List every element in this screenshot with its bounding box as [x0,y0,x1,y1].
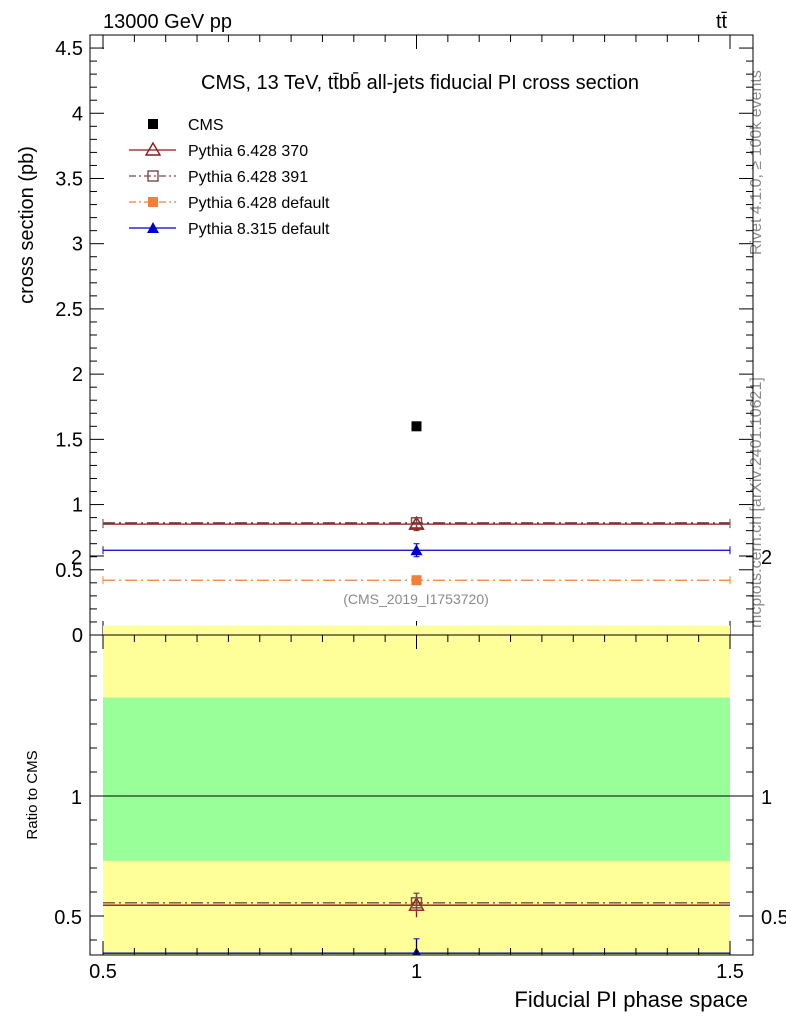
rivet-label: Rivet 4.1.0, ≥ 100k events [748,70,765,255]
main-y-tick-label: 3.5 [55,168,83,190]
main-ylabel: cross section (pb) [16,146,38,304]
main-y-tick-label: 4 [72,103,83,125]
analysis-label: (CMS_2019_I1753720) [343,591,489,607]
main-point-3 [411,575,422,586]
legend-label-1: Pythia 6.428 370 [188,143,308,160]
main-panel: CMS, 13 TeV, tt̄bb̄ all-jets fiducial PI… [16,34,754,647]
main-point-1 [408,515,425,530]
process-label: tt̄ [716,11,728,33]
main-y-tick-label: 1 [72,495,83,517]
main-point-4 [410,544,423,556]
main-y-tick-label: 4.5 [55,38,83,60]
ratio-xlabel: Fiducial PI phase space [514,987,748,1012]
legend-marker-3 [148,197,158,207]
legend-label-4: Pythia 8.315 default [188,221,330,238]
ratio-x-tick-label: 1.5 [716,961,744,983]
ratio-y-tick-label-right: 0.5 [761,907,786,929]
ratio-bands [90,625,753,955]
ratio-y-tick-label: 0.5 [54,907,82,929]
main-y-tick-label: 3 [72,234,83,256]
main-series-markers [408,421,425,586]
main-y-ticks: 0 0.5 1 1.5 2 2.5 3 3.5 4 4.5 [55,34,753,647]
ratio-y-tick-label: 1 [71,787,82,809]
legend-marker-2 [147,170,159,182]
ratio-y-tick-label: 2 [71,547,82,569]
legend-label-3: Pythia 6.428 default [188,195,330,212]
ratio-x-tick-label: 0.5 [89,961,117,983]
ratio-y-tick-label-right: 1 [761,787,772,809]
legend-label-2: Pythia 6.428 391 [188,169,308,186]
main-point-0 [411,421,422,432]
ratio-ylabel: Ratio to CMS [24,750,41,839]
energy-label: 13000 GeV pp [103,11,232,33]
main-y-tick-label: 2.5 [55,299,83,321]
legend-marker-4 [147,222,159,233]
ratio-frame [89,634,754,956]
main-y-tick-label: 2 [72,364,83,386]
ratio-x-tick-label: 1 [411,961,422,983]
main-title: CMS, 13 TeV, tt̄bb̄ all-jets fiducial PI… [201,71,639,94]
ratio-panel: 0.5 0.51 12 20.5 1 1.5 Ratio to CMS Fiducial … [24,547,786,1012]
legend-marker-0 [148,119,158,129]
legend-label-0: CMS [188,117,224,134]
main-y-tick-label: 0 [72,625,83,647]
main-point-2 [410,517,423,529]
main-y-tick-label: 0.5 [55,560,83,582]
ratio-point-1 [410,897,423,909]
site-label: mcplots.cern.ch [arXiv:2401.10621] [748,377,765,628]
ratio-ticks: 0.5 0.51 12 20.5 1 1.5 [54,547,786,983]
legend: CMS Pythia 6.428 370 Pythia 6.428 391 Pythi… [129,117,330,238]
main-y-tick-label: 1.5 [55,429,83,451]
ratio-band-stat-uncertainty [103,697,730,861]
ratio-y-tick-label-right: 2 [761,547,772,569]
legend-marker-1 [144,141,162,156]
